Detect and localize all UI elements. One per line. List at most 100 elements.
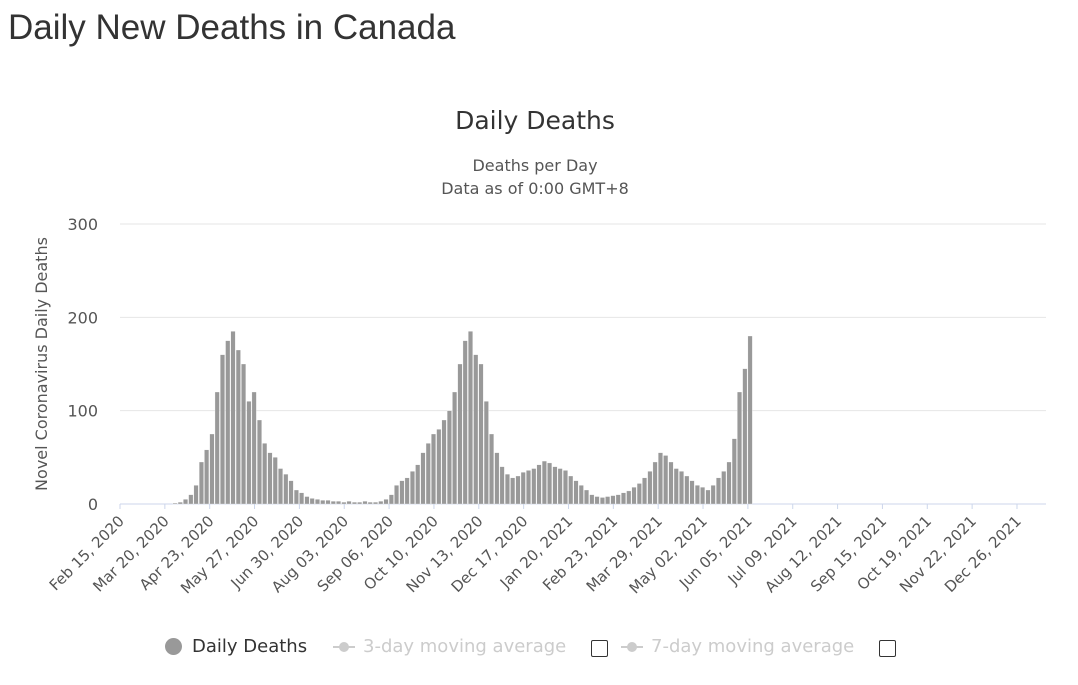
data-bar [378,501,384,505]
data-bar [410,471,415,505]
data-bar [731,438,737,505]
x-tick-label: May 27, 2020 [177,512,262,597]
data-bar [341,501,347,505]
data-bar [520,472,526,505]
chart-title: Daily Deaths [455,106,615,135]
data-bar [531,468,537,505]
y-tick-label: 0 [88,495,98,514]
data-bar [272,457,278,505]
legend-item-3-day-average[interactable]: 3-day moving average [333,636,566,657]
line-marker-icon [621,639,643,655]
data-bar [552,466,558,505]
data-bar [230,331,236,505]
data-bar [388,494,394,505]
data-bar [299,492,305,505]
data-bar [515,475,521,505]
y-tick-label: 200 [67,308,98,327]
legend-item-7-day-average[interactable]: 7-day moving average [621,636,854,657]
data-bar [293,489,299,505]
data-bar [636,483,642,505]
chart-subtitle-line: Deaths per Day [472,156,597,175]
data-bar [278,468,283,505]
data-bar [684,475,690,505]
data-bar [694,485,700,505]
data-bar [647,471,653,505]
data-bar [373,501,378,505]
daily-deaths-chart: Daily Deaths Deaths per Day Data as of 0… [32,106,1046,597]
data-bar [710,485,716,505]
data-bar [420,452,426,505]
legend-label: 7-day moving average [651,636,855,657]
data-bar [626,490,632,505]
data-bar [204,449,210,505]
data-bar [536,464,542,505]
data-bar [615,494,621,505]
data-bar [283,473,289,505]
data-bar [505,473,510,505]
data-bar [404,477,410,505]
data-bar [257,419,262,505]
series-dot-icon [165,638,182,655]
data-bar [589,494,595,505]
data-bar [241,363,246,505]
data-bar [742,368,748,505]
data-bar [679,471,684,505]
data-bar [304,496,310,505]
data-bar [716,477,721,505]
data-bar [584,489,589,505]
x-tick-label: May 02, 2021 [626,512,711,597]
data-bar [251,391,257,505]
data-bar [642,477,647,505]
bars-layer [172,331,753,505]
data-bar [510,477,516,505]
data-bar [610,495,616,505]
data-bar [737,391,742,505]
data-bar [441,419,447,505]
legend: Daily Deaths 3-day moving average 7-day … [0,630,1078,670]
data-bar [367,501,373,505]
data-bar [568,475,574,505]
data-bar [594,496,600,505]
data-bar [225,340,231,505]
data-bar [726,461,732,505]
data-bar [473,354,479,505]
data-bar [357,501,363,505]
data-bar [431,433,436,505]
data-bar [399,480,405,505]
data-bar [452,391,458,505]
legend-label: Daily Deaths [192,636,308,657]
data-bar [747,335,753,505]
data-bar [330,501,336,505]
data-bar [394,485,399,505]
toggle-7-day-average-checkbox[interactable] [879,640,896,657]
data-bar [563,470,568,505]
legend-item-daily-deaths[interactable]: Daily Deaths [165,636,307,657]
data-bar [489,433,494,505]
chart-subtitle-line: Data as of 0:00 GMT+8 [441,179,629,198]
data-bar [436,429,442,505]
data-bar [631,487,637,505]
data-bar [547,462,553,505]
data-bar [663,455,669,505]
data-bar [352,501,357,505]
data-bar [214,391,220,505]
data-bar [541,460,547,505]
data-bar [499,466,505,505]
data-bar [526,470,531,505]
data-bar [220,354,225,505]
data-bar [700,487,706,505]
data-bar [346,501,352,505]
data-bar [235,349,241,505]
data-bar [415,464,421,505]
toggle-3-day-average-checkbox[interactable] [591,640,608,657]
data-bar [172,502,178,505]
data-bar [183,499,188,505]
data-bar [605,496,611,505]
data-bar [468,331,473,505]
data-bar [198,461,204,505]
data-bar [446,410,452,505]
data-bar [336,501,341,505]
data-bar [494,452,500,505]
data-bar [383,499,389,505]
